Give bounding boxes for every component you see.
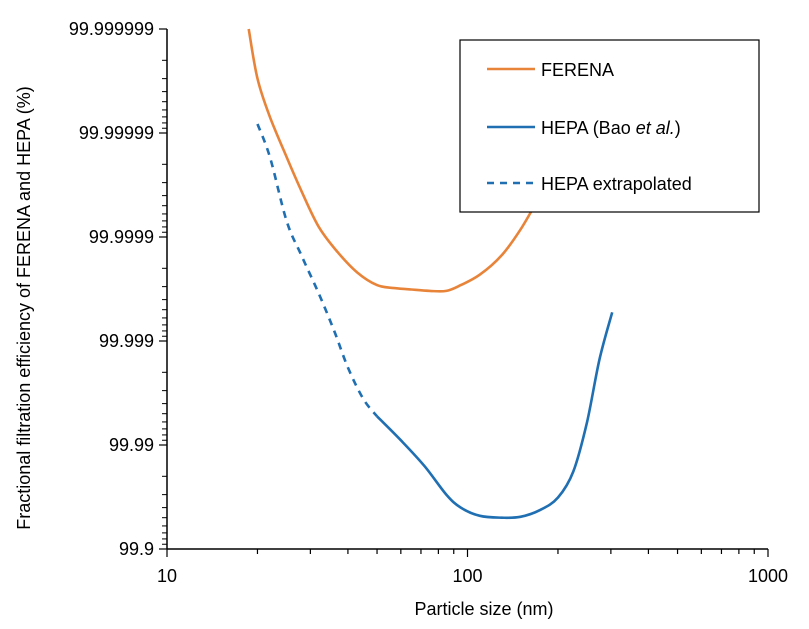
y-tick-label: 99.9 (119, 539, 154, 559)
y-tick-label: 99.99 (109, 435, 154, 455)
legend-label-hepa-prefix: HEPA (Bao (541, 118, 636, 138)
x-axis-title: Particle size (nm) (414, 599, 553, 619)
series-line-ferena (247, 28, 541, 293)
y-tick-label: 99.999999 (69, 19, 154, 39)
series-line-hepa-bao-et-al (376, 311, 614, 520)
axes (159, 28, 769, 557)
legend-label-hepa-suffix: ) (675, 118, 681, 138)
series-lines (247, 28, 614, 520)
y-tick-labels: 99.9 99.99 99.999 99.9999 99.99999 99.999999 (69, 19, 154, 559)
x-tick-labels: 10 100 1000 (157, 566, 788, 586)
legend-label-hepa: HEPA (Bao et al.) (541, 118, 681, 138)
y-tick-label: 99.99999 (79, 123, 154, 143)
legend-label-hepa-extrapolated: HEPA extrapolated (541, 174, 692, 194)
legend-label-hepa-italic: et al. (636, 118, 675, 138)
y-tick-label: 99.999 (99, 331, 154, 351)
series-line-hepa-extrapolated (256, 123, 379, 418)
x-tick-label: 100 (452, 566, 482, 586)
legend: FERENA HEPA (Bao et al.) HEPA extrapolat… (459, 39, 760, 213)
legend-label-ferena: FERENA (541, 60, 614, 80)
y-axis-title: Fractional filtration efficiency of FERE… (14, 86, 34, 530)
x-tick-label: 1000 (748, 566, 788, 586)
y-tick-label: 99.9999 (89, 227, 154, 247)
x-tick-label: 10 (157, 566, 177, 586)
